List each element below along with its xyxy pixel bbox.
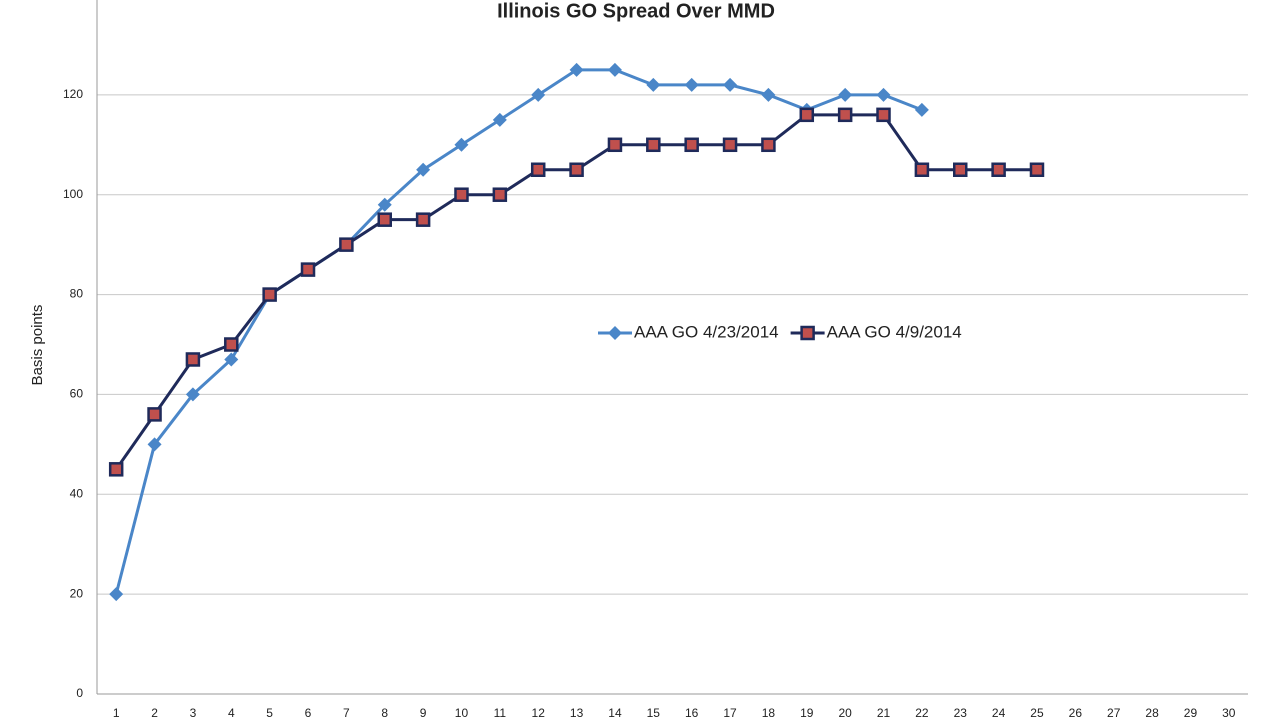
marker <box>646 77 661 92</box>
x-tick-label: 19 <box>800 706 814 720</box>
x-tick-label: 8 <box>381 706 388 720</box>
marker <box>876 87 891 102</box>
marker <box>377 212 392 227</box>
marker <box>1029 162 1045 177</box>
x-tick-label: 27 <box>1107 706 1121 720</box>
x-tick-label: 4 <box>228 706 235 720</box>
x-tick-label: 21 <box>877 706 891 720</box>
marker <box>569 162 584 177</box>
x-tick-label: 10 <box>455 706 469 720</box>
marker <box>914 162 930 177</box>
y-tick-label: 80 <box>70 287 84 301</box>
series-line <box>114 68 923 595</box>
x-tick-label: 24 <box>992 706 1006 720</box>
marker <box>838 87 853 102</box>
x-tick-label: 30 <box>1222 706 1236 720</box>
x-tick-label: 17 <box>723 706 737 720</box>
x-tick-label: 6 <box>305 706 312 720</box>
x-tick-label: 25 <box>1030 706 1044 720</box>
marker <box>339 237 354 252</box>
marker <box>953 162 968 177</box>
y-tick-label: 120 <box>63 87 83 101</box>
marker <box>492 112 507 127</box>
marker <box>224 352 239 367</box>
x-tick-label: 13 <box>570 706 584 720</box>
marker <box>723 77 738 92</box>
x-tick-label: 5 <box>266 706 273 720</box>
x-tick-label: 20 <box>838 706 852 720</box>
x-tick-label: 3 <box>190 706 197 720</box>
marker <box>415 212 431 227</box>
y-tick-label: 60 <box>70 387 84 401</box>
marker <box>646 137 661 153</box>
x-tick-label: 2 <box>151 706 158 720</box>
marker <box>492 187 508 202</box>
legend-label: AAA GO 4/23/2014 <box>634 322 779 341</box>
marker <box>684 137 699 153</box>
x-tick-label: 11 <box>494 706 507 720</box>
y-tick-label: 20 <box>70 586 84 600</box>
y-tick-label: 0 <box>76 686 83 700</box>
marker <box>454 187 469 202</box>
marker <box>147 437 162 452</box>
y-tick-label: 40 <box>70 486 84 500</box>
marker <box>185 352 201 367</box>
x-tick-label: 22 <box>915 706 929 720</box>
marker <box>224 337 239 352</box>
marker <box>454 137 469 152</box>
marker <box>607 137 623 153</box>
marker <box>300 262 316 277</box>
marker <box>531 87 546 102</box>
x-tick-label: 12 <box>532 706 546 720</box>
x-tick-label: 23 <box>954 706 968 720</box>
marker <box>876 107 891 123</box>
y-axis-label: Basis points <box>29 305 46 386</box>
marker <box>185 387 200 402</box>
marker <box>109 587 124 602</box>
marker <box>416 162 431 177</box>
marker <box>262 287 277 302</box>
x-tick-label: 16 <box>685 706 699 720</box>
marker <box>799 107 815 123</box>
x-tick-label: 14 <box>608 706 622 720</box>
legend-label: AAA GO 4/9/2014 <box>827 322 962 341</box>
legend-marker <box>800 325 815 341</box>
marker <box>607 62 622 77</box>
marker <box>684 77 699 92</box>
marker <box>377 197 392 212</box>
marker <box>147 407 162 422</box>
marker <box>722 137 738 153</box>
x-tick-label: 28 <box>1145 706 1159 720</box>
x-tick-label: 26 <box>1069 706 1083 720</box>
chart-title: Illinois GO Spread Over MMD <box>497 0 775 22</box>
y-tick-label: 140 <box>63 0 83 1</box>
x-tick-label: 9 <box>420 706 427 720</box>
legend-marker <box>608 326 622 340</box>
x-tick-label: 1 <box>113 706 120 720</box>
x-tick-label: 18 <box>762 706 776 720</box>
marker <box>837 107 853 123</box>
marker <box>991 162 1006 177</box>
x-tick-label: 29 <box>1184 706 1198 720</box>
marker <box>914 102 929 117</box>
marker <box>761 87 776 102</box>
marker <box>108 462 124 477</box>
x-tick-label: 15 <box>647 706 661 720</box>
x-tick-label: 7 <box>343 706 350 720</box>
y-tick-label: 100 <box>63 187 83 201</box>
marker <box>530 162 546 177</box>
marker <box>761 137 776 153</box>
marker <box>569 62 584 77</box>
